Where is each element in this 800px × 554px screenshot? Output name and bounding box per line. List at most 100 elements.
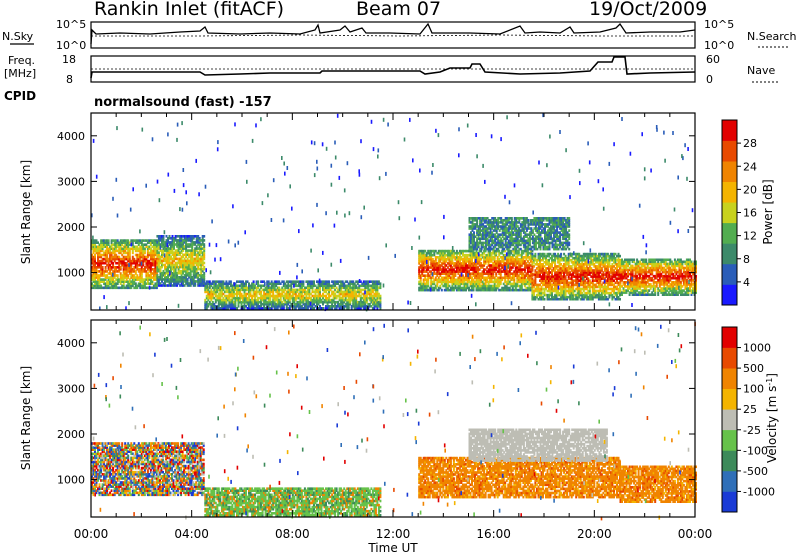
echo-cell <box>131 270 134 273</box>
echo-cell <box>106 251 109 255</box>
echo-cell <box>220 280 223 283</box>
echo-cell <box>443 272 446 275</box>
echo-cell <box>325 282 327 285</box>
echo-cell <box>159 261 162 265</box>
echo-cell <box>180 284 183 287</box>
echo-cell <box>362 302 365 306</box>
echo-cell <box>198 280 201 283</box>
echo-cell <box>344 298 347 302</box>
echo-cell <box>428 276 431 280</box>
echo-cell <box>189 255 192 259</box>
echo-cell <box>471 272 473 275</box>
echo-cell <box>340 290 343 294</box>
echo-cell <box>203 274 206 277</box>
echo-cell <box>267 280 270 283</box>
echo-cell <box>329 284 332 288</box>
echo-cell <box>290 280 293 283</box>
echo-cell <box>377 305 380 308</box>
echo-cell <box>168 247 171 250</box>
echo-cell <box>319 286 321 290</box>
echo-cell <box>94 253 96 257</box>
echo-cell <box>489 280 492 284</box>
echo-cell <box>452 280 455 284</box>
echo-cell <box>203 235 206 238</box>
echo-cell <box>422 251 425 255</box>
echo-cell <box>171 249 174 252</box>
echo-cell <box>118 263 121 267</box>
echo-cell <box>243 284 246 288</box>
echo-cell <box>276 292 279 296</box>
echo-cell <box>124 286 127 290</box>
echo-cell <box>149 253 152 257</box>
echo-cell <box>137 247 140 251</box>
echo-cell <box>207 302 210 306</box>
echo-cell <box>211 296 214 300</box>
echo-cell <box>145 278 148 281</box>
echo-cell <box>194 249 197 252</box>
echo-cell <box>428 253 431 257</box>
echo-cell <box>291 288 294 292</box>
echo-cell <box>418 282 421 286</box>
echo-cell <box>97 280 99 283</box>
echo-cell <box>106 276 109 279</box>
echo-cell <box>442 253 445 257</box>
echo-cell <box>216 294 219 298</box>
echo-cell <box>165 235 168 238</box>
echo-cell <box>115 247 118 251</box>
echo-cell <box>188 245 191 248</box>
echo-cell <box>455 258 458 261</box>
echo-cell <box>418 256 421 259</box>
echo-cell <box>170 278 172 281</box>
echo-cell <box>106 263 109 267</box>
echo-cell <box>334 280 337 283</box>
echo-cell <box>176 245 179 248</box>
echo-cell <box>103 245 106 249</box>
echo-cell <box>225 294 228 298</box>
echo-cell <box>347 305 350 308</box>
echo-cell <box>140 278 143 281</box>
echo-cell <box>364 288 367 292</box>
echo-cell <box>110 243 113 246</box>
echo-cell <box>266 288 269 292</box>
echo-cell <box>173 280 175 283</box>
echo-cell <box>462 268 464 271</box>
echo-cell <box>428 286 431 290</box>
echo-cell <box>145 263 148 267</box>
echo-cell <box>437 260 440 263</box>
echo-cell <box>239 288 241 292</box>
echo-cell <box>219 292 222 296</box>
echo-cell <box>267 294 270 298</box>
echo-cell <box>337 300 340 304</box>
echo-cell <box>106 274 109 277</box>
echo-cell <box>478 264 481 267</box>
echo-cell <box>308 302 311 306</box>
echo-cell <box>340 296 343 300</box>
echo-cell <box>451 266 454 269</box>
echo-cell <box>446 262 449 265</box>
echo-cell <box>343 292 346 296</box>
echo-cell <box>177 271 180 275</box>
echo-cell <box>319 307 321 310</box>
echo-cell <box>104 245 107 249</box>
echo-cell <box>433 286 436 290</box>
echo-cell <box>207 280 210 283</box>
echo-cell <box>161 245 163 248</box>
echo-cell <box>260 307 263 310</box>
echo-cell <box>91 245 93 249</box>
echo-cell <box>451 256 454 259</box>
echo-cell <box>94 243 96 246</box>
echo-cell <box>232 305 235 308</box>
echo-cell <box>309 307 312 310</box>
echo-cell <box>182 239 185 242</box>
echo-cell <box>140 274 143 277</box>
power-echoes <box>91 113 697 312</box>
echo-cell <box>140 286 143 290</box>
echo-cell <box>469 256 472 259</box>
echo-cell <box>115 245 118 249</box>
echo-cell <box>446 253 449 257</box>
echo-cell <box>486 270 489 273</box>
echo-cell <box>131 276 134 279</box>
echo-cell <box>112 270 115 273</box>
echo-cell <box>263 302 266 306</box>
echo-cell <box>164 267 166 271</box>
